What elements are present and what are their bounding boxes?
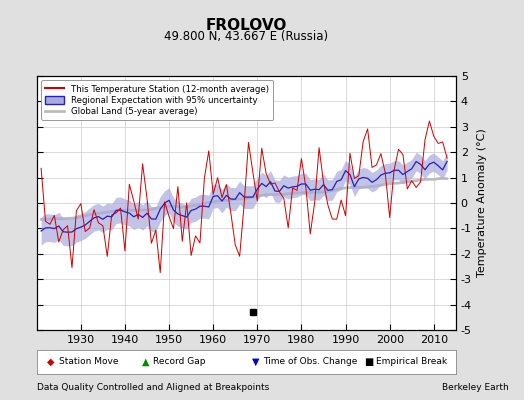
Text: Station Move: Station Move — [59, 358, 118, 366]
Legend: This Temperature Station (12-month average), Regional Expectation with 95% uncer: This Temperature Station (12-month avera… — [41, 80, 274, 120]
Text: ■: ■ — [364, 357, 374, 367]
Text: FROLOVO: FROLOVO — [205, 18, 287, 33]
Text: 49.800 N, 43.667 E (Russia): 49.800 N, 43.667 E (Russia) — [164, 30, 329, 43]
Text: Record Gap: Record Gap — [153, 358, 205, 366]
Text: ◆: ◆ — [47, 357, 54, 367]
Text: Empirical Break: Empirical Break — [376, 358, 447, 366]
Y-axis label: Temperature Anomaly (°C): Temperature Anomaly (°C) — [477, 129, 487, 277]
Text: Berkeley Earth: Berkeley Earth — [442, 383, 508, 392]
Text: ▲: ▲ — [141, 357, 149, 367]
Text: ▼: ▼ — [252, 357, 259, 367]
Text: Data Quality Controlled and Aligned at Breakpoints: Data Quality Controlled and Aligned at B… — [37, 383, 269, 392]
Text: Time of Obs. Change: Time of Obs. Change — [263, 358, 357, 366]
